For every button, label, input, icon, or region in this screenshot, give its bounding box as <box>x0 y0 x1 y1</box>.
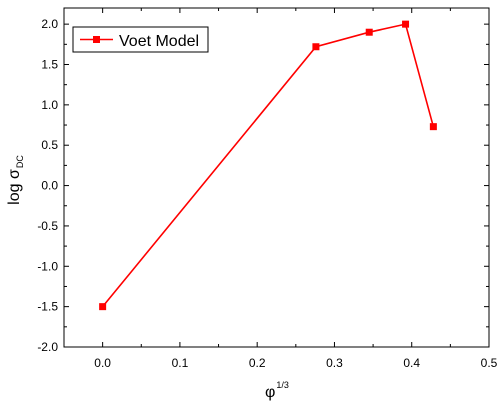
series-line <box>102 23 435 308</box>
data-point <box>365 28 373 36</box>
y-axis-label-sub: DC <box>15 155 25 168</box>
legend-label: Voet Model <box>119 33 199 50</box>
data-point <box>312 43 320 51</box>
y-tick-label: -2.0 <box>37 340 58 354</box>
data-point <box>99 303 107 311</box>
x-tick-label: 0.1 <box>172 356 189 370</box>
y-tick-label: 0.5 <box>41 138 58 152</box>
data-point <box>429 123 437 131</box>
x-tick-label: 0.5 <box>481 356 498 370</box>
y-tick-label: 2.0 <box>41 17 58 31</box>
data-point <box>402 20 410 28</box>
y-tick-label: 1.5 <box>41 58 58 72</box>
legend: Voet Model <box>72 26 209 53</box>
legend-marker <box>93 36 100 43</box>
y-axis-label-main: log σ <box>6 169 23 205</box>
x-axis-label: φ1/3 <box>265 380 289 401</box>
y-tick-label: -0.5 <box>37 219 58 233</box>
y-tick-label: -1.0 <box>37 259 58 273</box>
x-tick-label: 0.3 <box>326 356 343 370</box>
y-axis-label: log σDC <box>6 155 25 205</box>
y-tick-label: 1.0 <box>41 98 58 112</box>
x-tick-label: 0.2 <box>249 356 266 370</box>
x-tick-label: 0.4 <box>403 356 420 370</box>
ticks-layer: 0.0 0.1 0.2 0.3 0.4 0.5 -2.0 -1.5 -1.0 -0.5 0.0 0.5… <box>37 8 498 370</box>
y-tick-label: 0.0 <box>41 179 58 193</box>
x-axis-label-sup: 1/3 <box>276 380 289 390</box>
series-layer <box>99 20 437 311</box>
x-axis-label-main: φ <box>265 384 275 401</box>
plot-frame <box>63 7 490 348</box>
x-tick-label: 0.0 <box>94 356 111 370</box>
y-tick-label: -1.5 <box>37 300 58 314</box>
